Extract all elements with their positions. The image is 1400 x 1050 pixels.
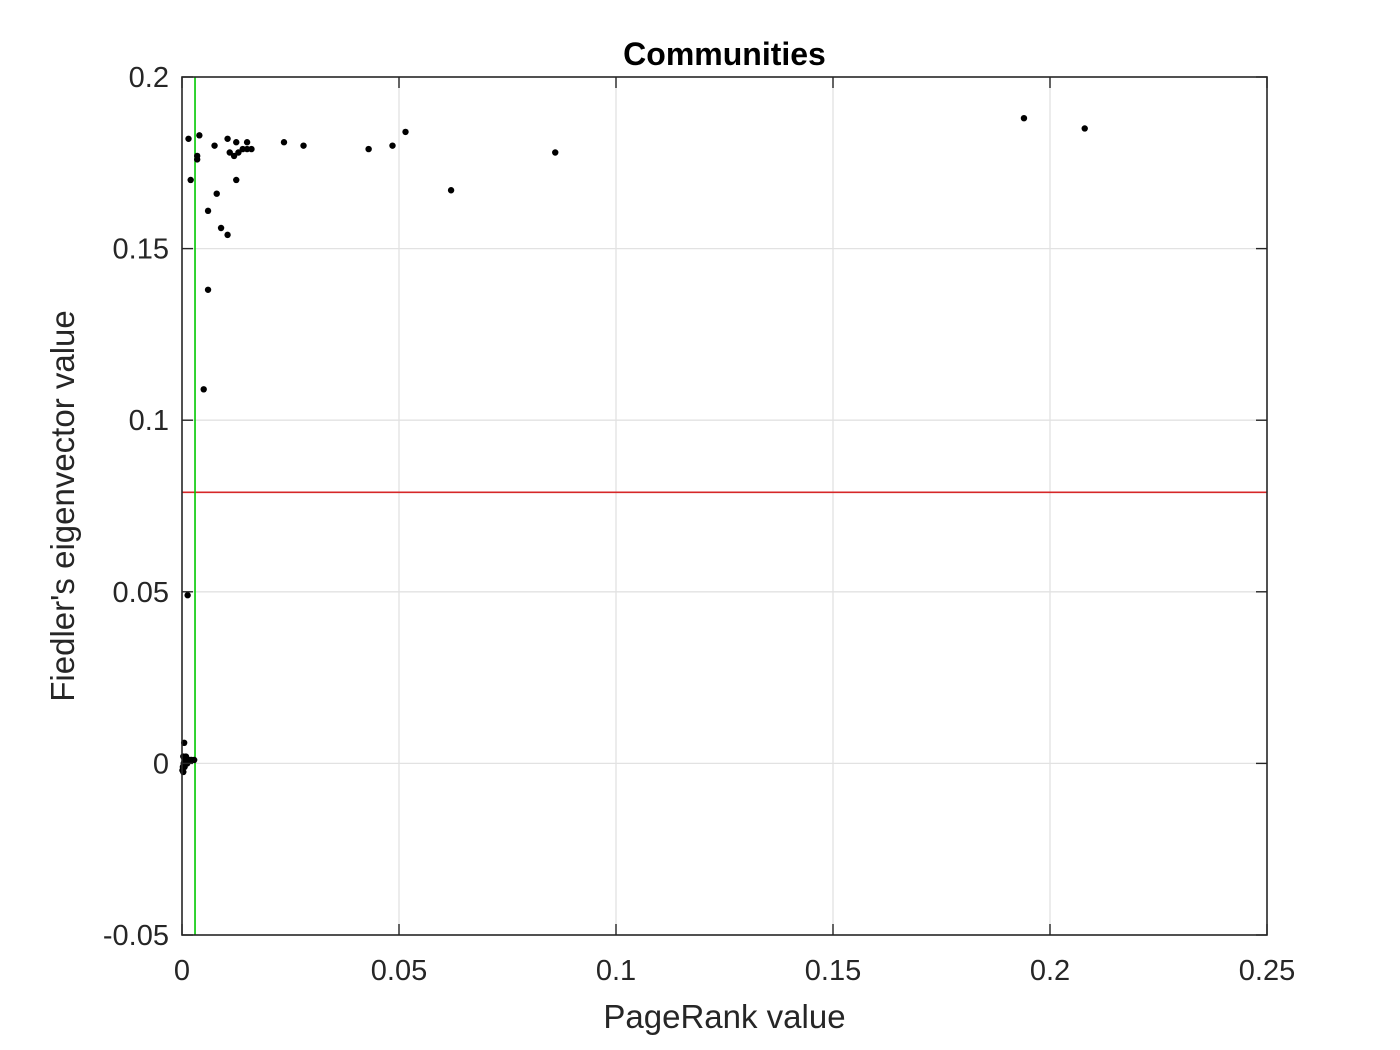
data-points <box>179 114 1088 776</box>
x-tick-label: 0.05 <box>371 955 427 987</box>
data-point <box>447 187 455 194</box>
data-point <box>224 135 231 142</box>
data-point <box>230 152 238 160</box>
grid <box>182 77 1267 935</box>
y-tick-label: -0.05 <box>103 920 169 952</box>
data-point <box>185 756 192 764</box>
data-point <box>365 145 372 153</box>
data-point <box>196 132 203 139</box>
data-point <box>1020 114 1028 122</box>
data-point <box>235 149 242 156</box>
y-tick-label: 0 <box>153 748 169 780</box>
data-point <box>211 142 218 149</box>
data-point <box>552 149 559 156</box>
data-point <box>200 386 207 393</box>
axes-box <box>181 76 1268 936</box>
data-point <box>280 139 288 146</box>
data-point <box>185 135 192 142</box>
y-tick-label: 0.05 <box>113 577 169 609</box>
data-point <box>187 176 194 184</box>
plot-area <box>182 77 1267 935</box>
y-tick-label: 0.2 <box>129 62 169 94</box>
data-point <box>204 207 212 215</box>
data-point <box>300 142 307 149</box>
x-tick-label: 0.2 <box>1030 955 1070 987</box>
data-point <box>193 156 201 163</box>
x-axis-label: PageRank value <box>603 998 845 1035</box>
x-tick-label: 0.1 <box>596 955 636 987</box>
data-point <box>181 763 188 771</box>
x-tick-label: 0.25 <box>1239 955 1295 987</box>
x-tick-labels: 0 0.05 0.1 0.15 0.2 0.25 <box>174 955 1295 987</box>
data-point <box>180 768 187 776</box>
data-point <box>224 231 231 239</box>
tick-marks <box>181 76 1268 936</box>
y-tick-labels: -0.05 0 0.05 0.1 0.15 0.2 <box>103 62 169 952</box>
data-point <box>402 128 409 136</box>
y-tick-label: 0.15 <box>113 234 169 266</box>
reference-lines <box>182 77 1267 935</box>
data-point <box>389 142 396 149</box>
y-tick-label: 0.1 <box>129 405 169 437</box>
data-point <box>204 286 212 293</box>
data-point <box>233 139 240 146</box>
chart-title: Communities <box>623 36 826 72</box>
x-tick-label: 0 <box>174 955 190 987</box>
data-point <box>226 149 233 156</box>
x-tick-label: 0.15 <box>805 955 861 987</box>
y-axis-label: Fiedler's eigenvector value <box>44 310 81 702</box>
data-point <box>213 190 220 197</box>
data-point <box>184 592 191 599</box>
data-point <box>1081 125 1088 132</box>
data-point <box>233 176 240 184</box>
data-point <box>248 145 255 153</box>
data-point <box>217 224 225 232</box>
data-point <box>190 756 198 764</box>
data-point <box>243 139 251 146</box>
